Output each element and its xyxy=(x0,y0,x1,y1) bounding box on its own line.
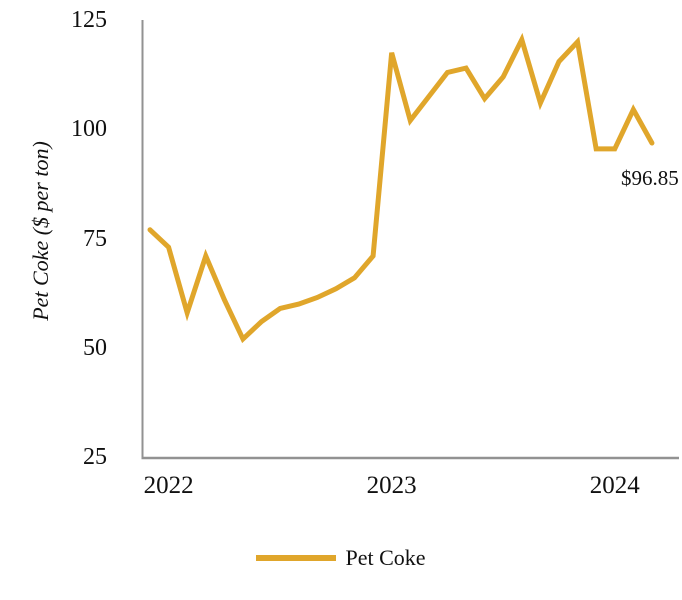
y-tick-label: 75 xyxy=(83,225,107,252)
y-tick-label: 50 xyxy=(83,334,107,361)
legend-line-swatch xyxy=(256,555,337,561)
axes xyxy=(141,20,679,460)
legend: Pet Coke xyxy=(0,546,682,570)
x-tick-label: 2023 xyxy=(366,472,417,499)
y-tick-label: 25 xyxy=(83,444,107,470)
line-pet-coke xyxy=(147,32,655,344)
legend-label: Pet Coke xyxy=(345,545,426,570)
last-value-annotation: $96.85 xyxy=(621,166,679,190)
y-tick-label: 125 xyxy=(71,7,107,33)
x-tick-label: 2022 xyxy=(143,472,194,499)
y-tick-label: 100 xyxy=(71,116,107,143)
x-tick-label: 2024 xyxy=(589,472,640,499)
price-line-series xyxy=(147,32,655,344)
